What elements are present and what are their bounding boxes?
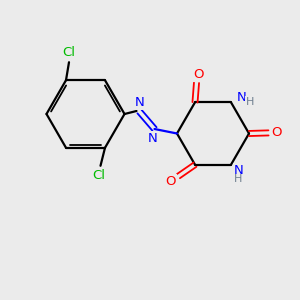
Text: O: O xyxy=(193,68,203,81)
Text: Cl: Cl xyxy=(92,169,105,182)
Text: Cl: Cl xyxy=(62,46,76,59)
Text: H: H xyxy=(234,174,243,184)
Text: N: N xyxy=(237,91,246,104)
Text: N: N xyxy=(234,164,243,177)
Text: O: O xyxy=(166,175,176,188)
Text: H: H xyxy=(245,97,254,107)
Text: N: N xyxy=(148,131,158,145)
Text: N: N xyxy=(135,96,144,109)
Text: O: O xyxy=(272,126,282,140)
